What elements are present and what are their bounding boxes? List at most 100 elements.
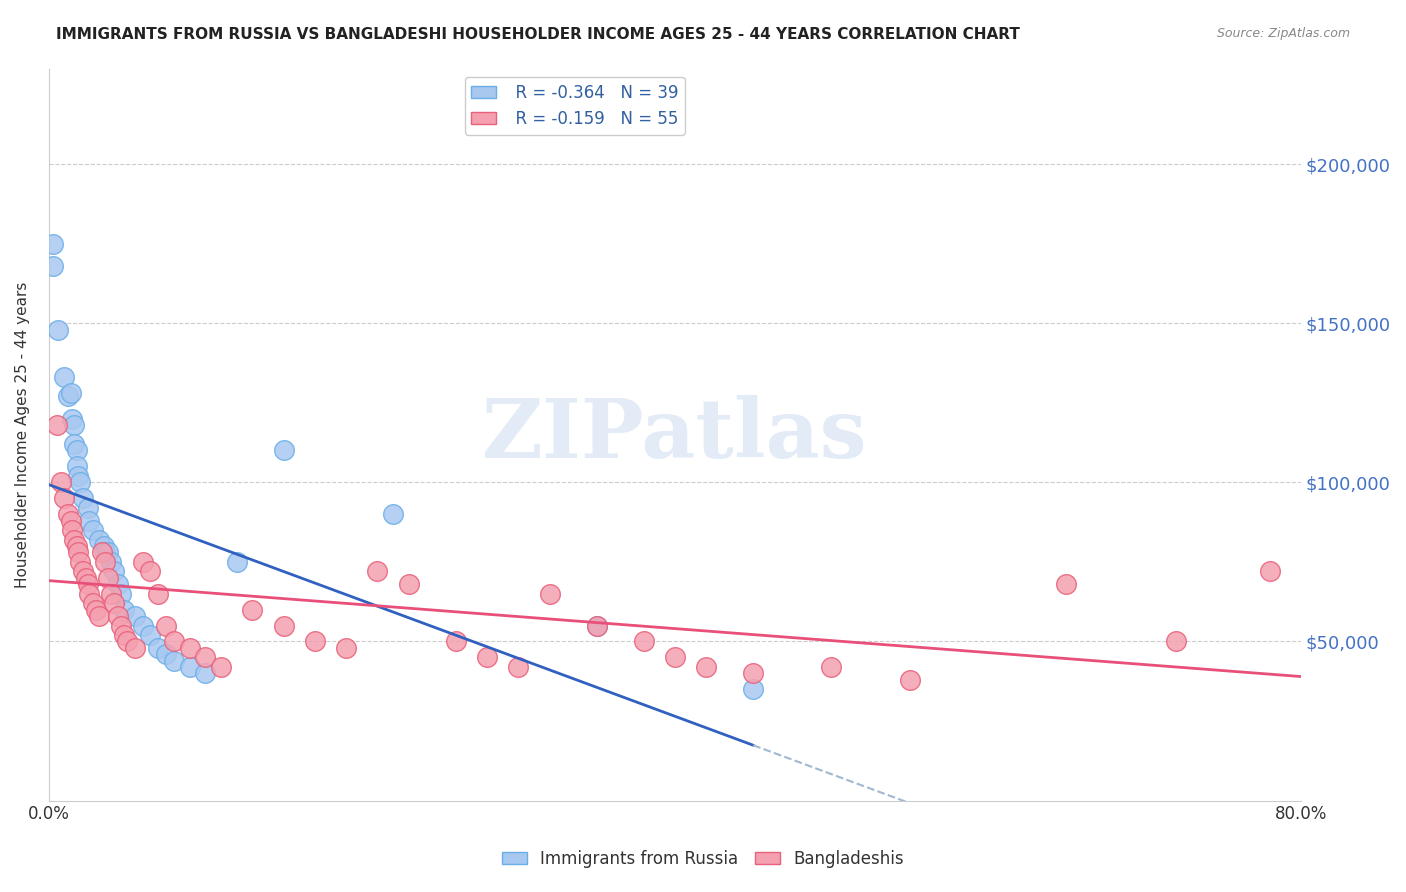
Point <box>131 618 153 632</box>
Point <box>148 587 170 601</box>
Point <box>79 514 101 528</box>
Point <box>1164 634 1187 648</box>
Point <box>273 443 295 458</box>
Point <box>209 660 232 674</box>
Point <box>84 602 107 616</box>
Point <box>115 634 138 648</box>
Point <box>163 634 186 648</box>
Point <box>444 634 467 648</box>
Point <box>56 389 79 403</box>
Point <box>60 523 83 537</box>
Point <box>62 533 84 547</box>
Text: ZIPatlas: ZIPatlas <box>482 394 868 475</box>
Point <box>225 555 247 569</box>
Point <box>67 469 90 483</box>
Point <box>75 571 97 585</box>
Point <box>97 571 120 585</box>
Point <box>163 654 186 668</box>
Point <box>69 555 91 569</box>
Point <box>69 475 91 490</box>
Y-axis label: Householder Income Ages 25 - 44 years: Householder Income Ages 25 - 44 years <box>15 281 30 588</box>
Point <box>273 618 295 632</box>
Point <box>91 545 114 559</box>
Point <box>124 609 146 624</box>
Point <box>66 459 89 474</box>
Text: Source: ZipAtlas.com: Source: ZipAtlas.com <box>1216 27 1350 40</box>
Point <box>304 634 326 648</box>
Point <box>72 565 94 579</box>
Point <box>112 628 135 642</box>
Point <box>45 417 67 432</box>
Point <box>87 533 110 547</box>
Point <box>398 577 420 591</box>
Point <box>100 555 122 569</box>
Point <box>67 545 90 559</box>
Point <box>79 587 101 601</box>
Point <box>72 491 94 506</box>
Point <box>475 650 498 665</box>
Point <box>77 577 100 591</box>
Point <box>366 565 388 579</box>
Point <box>77 500 100 515</box>
Point <box>382 507 405 521</box>
Point <box>107 609 129 624</box>
Point <box>898 673 921 687</box>
Point <box>155 618 177 632</box>
Point <box>139 565 162 579</box>
Point <box>1054 577 1077 591</box>
Point <box>112 602 135 616</box>
Point <box>179 660 201 674</box>
Point <box>131 555 153 569</box>
Point <box>59 386 82 401</box>
Point <box>62 437 84 451</box>
Point <box>56 507 79 521</box>
Point <box>538 587 561 601</box>
Point <box>46 322 69 336</box>
Point <box>42 236 65 251</box>
Point <box>820 660 842 674</box>
Point <box>110 618 132 632</box>
Point <box>97 545 120 559</box>
Point <box>51 475 73 490</box>
Point <box>148 640 170 655</box>
Point <box>82 523 104 537</box>
Point <box>508 660 530 674</box>
Point <box>100 587 122 601</box>
Point <box>53 370 76 384</box>
Point <box>1258 565 1281 579</box>
Point <box>585 618 607 632</box>
Point <box>94 555 117 569</box>
Point <box>633 634 655 648</box>
Point <box>103 596 125 610</box>
Point <box>695 660 717 674</box>
Point <box>42 259 65 273</box>
Point <box>124 640 146 655</box>
Point <box>94 545 117 559</box>
Legend: Immigrants from Russia, Bangladeshis: Immigrants from Russia, Bangladeshis <box>495 844 911 875</box>
Point <box>87 609 110 624</box>
Text: IMMIGRANTS FROM RUSSIA VS BANGLADESHI HOUSEHOLDER INCOME AGES 25 - 44 YEARS CORR: IMMIGRANTS FROM RUSSIA VS BANGLADESHI HO… <box>56 27 1021 42</box>
Point <box>139 628 162 642</box>
Point <box>93 539 115 553</box>
Point <box>664 650 686 665</box>
Point <box>335 640 357 655</box>
Point <box>53 491 76 506</box>
Point <box>103 565 125 579</box>
Point <box>60 411 83 425</box>
Point <box>742 666 765 681</box>
Point <box>155 647 177 661</box>
Legend:   R = -0.364   N = 39,   R = -0.159   N = 55: R = -0.364 N = 39, R = -0.159 N = 55 <box>464 77 685 135</box>
Point <box>66 443 89 458</box>
Point <box>194 650 217 665</box>
Point <box>107 577 129 591</box>
Point <box>110 587 132 601</box>
Point <box>585 618 607 632</box>
Point <box>59 514 82 528</box>
Point <box>742 682 765 697</box>
Point <box>194 666 217 681</box>
Point <box>62 417 84 432</box>
Point <box>179 640 201 655</box>
Point <box>66 539 89 553</box>
Point <box>240 602 263 616</box>
Point <box>82 596 104 610</box>
